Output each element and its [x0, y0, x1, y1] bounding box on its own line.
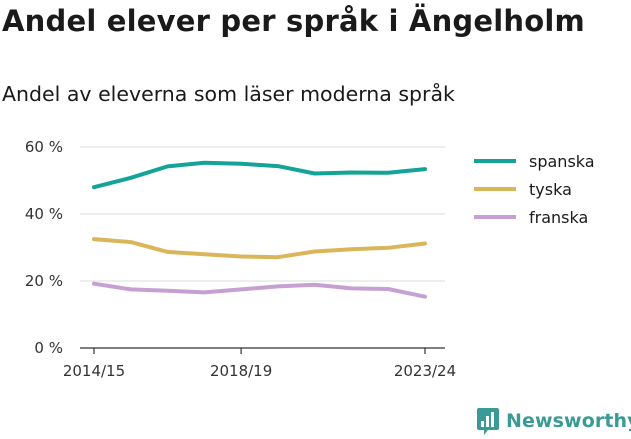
chart-title: Andel elever per språk i Ängelholm: [2, 4, 585, 38]
series-line-franska: [92, 281, 427, 299]
x-tick-label: 2014/15: [63, 362, 125, 380]
series-lines: [92, 160, 427, 299]
y-tick-label: 0 %: [34, 339, 63, 357]
line-chart: 0 % 20 % 40 % 60 % 2014/15 2018/19 2023/24 sp…: [25, 138, 595, 380]
y-tick-label: 20 %: [25, 272, 63, 290]
grid-lines: [80, 146, 445, 282]
y-tick-label: 40 %: [25, 205, 63, 223]
x-axis-tick-labels: 2014/15 2018/19 2023/24: [63, 362, 456, 380]
x-tick-label: 2023/24: [394, 362, 456, 380]
series-line-tyska: [92, 237, 427, 260]
brand-name: Newsworthy: [506, 410, 631, 432]
y-axis-tick-labels: 0 % 20 % 40 % 60 %: [25, 138, 63, 357]
y-tick-label: 60 %: [25, 138, 63, 156]
legend-label-franska: franska: [529, 208, 588, 227]
legend-label-tyska: tyska: [529, 180, 572, 199]
series-line-spanska: [92, 160, 427, 190]
legend: spanska tyska franska: [474, 152, 595, 227]
x-axis: [80, 347, 445, 354]
newsworthy-brand: Newsworthy: [476, 406, 631, 436]
chart-subtitle: Andel av eleverna som läser moderna språ…: [2, 82, 455, 106]
bar-chart-logo-icon: [477, 408, 499, 435]
legend-label-spanska: spanska: [529, 152, 595, 171]
x-tick-label: 2018/19: [210, 362, 272, 380]
